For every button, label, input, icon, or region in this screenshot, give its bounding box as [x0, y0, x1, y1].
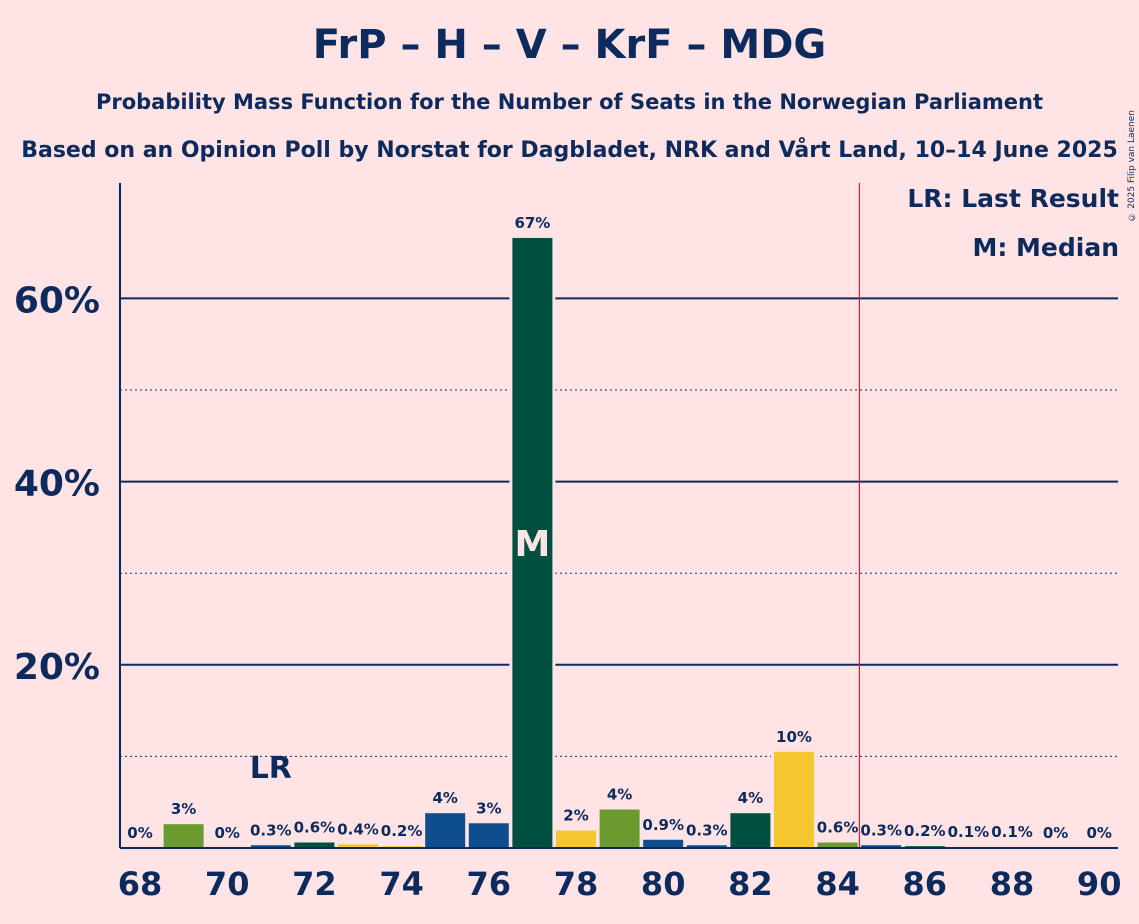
bar-seat-83 — [774, 751, 814, 848]
bar-seat-72 — [294, 842, 335, 848]
bar-seat-81 — [686, 845, 727, 848]
data-label: 0.3% — [250, 821, 292, 839]
bar-background — [945, 844, 992, 848]
bar-seat-84 — [817, 842, 858, 848]
data-label: 3% — [171, 800, 196, 818]
chart-source: Based on an Opinion Poll by Norstat for … — [21, 138, 1118, 163]
x-tick-label: 86 — [903, 865, 948, 903]
x-tick-label: 76 — [467, 865, 512, 903]
legend-median: M: Median — [972, 233, 1119, 262]
data-label: 0.2% — [904, 822, 946, 840]
x-tick-label: 78 — [554, 865, 599, 903]
median-marker: M — [514, 524, 550, 565]
x-tick-label: 74 — [379, 865, 424, 903]
x-tick-label: 68 — [118, 865, 163, 903]
x-tick-label: 82 — [728, 865, 773, 903]
x-tick-label: 84 — [815, 865, 860, 903]
x-tick-label: 80 — [641, 865, 686, 903]
bar-seat-69 — [163, 824, 204, 848]
bar-seat-71 — [250, 845, 291, 848]
data-label: 0.3% — [686, 821, 728, 839]
data-label: 67% — [514, 214, 550, 232]
bar-background — [989, 844, 1035, 848]
legend-last-result: LR: Last Result — [907, 184, 1119, 213]
x-tick-label: 70 — [205, 865, 250, 903]
y-tick-label: 40% — [14, 464, 100, 505]
bar-seat-80 — [643, 839, 684, 848]
data-label: 0% — [127, 824, 152, 842]
data-label: 0.1% — [948, 823, 990, 841]
data-label: 0.2% — [381, 822, 423, 840]
data-label: 0.1% — [991, 823, 1033, 841]
bar-background — [901, 843, 948, 848]
bar-seat-79 — [599, 809, 640, 848]
bar-seat-82 — [730, 813, 771, 848]
chart-subtitle: Probability Mass Function for the Number… — [95, 90, 1044, 114]
bar-background — [378, 843, 425, 848]
data-label: 0.9% — [642, 816, 684, 834]
bar-seat-85 — [861, 845, 902, 848]
data-label: 4% — [432, 789, 457, 807]
data-label: 0.4% — [337, 820, 379, 838]
bar-background — [247, 842, 294, 848]
data-label: 2% — [563, 807, 588, 825]
data-label: 4% — [607, 786, 632, 804]
bar-seat-77 — [512, 237, 553, 848]
y-tick-label: 20% — [14, 647, 100, 688]
data-label: 4% — [738, 789, 763, 807]
data-label: 0.3% — [860, 821, 902, 839]
data-label: 0% — [214, 824, 239, 842]
bar-seat-75 — [425, 813, 466, 848]
bar-seat-76 — [468, 823, 509, 848]
chart-title: FrP – H – V – KrF – MDG — [312, 22, 827, 68]
data-label: 0% — [1086, 824, 1111, 842]
data-label: 0.6% — [294, 819, 336, 837]
x-tick-label: 88 — [990, 865, 1035, 903]
last-result-marker: LR — [250, 751, 292, 786]
x-tick-label: 72 — [292, 865, 337, 903]
bar-background — [683, 842, 730, 848]
bar-seat-78 — [556, 830, 596, 848]
data-label: 3% — [476, 799, 501, 817]
y-tick-label: 60% — [14, 280, 100, 321]
data-label: 10% — [776, 728, 812, 746]
x-tick-label: 90 — [1077, 865, 1122, 903]
bar-background — [858, 842, 905, 848]
data-label: 0% — [1043, 824, 1068, 842]
bar-seat-73 — [338, 844, 378, 848]
data-label: 0.6% — [817, 819, 859, 837]
